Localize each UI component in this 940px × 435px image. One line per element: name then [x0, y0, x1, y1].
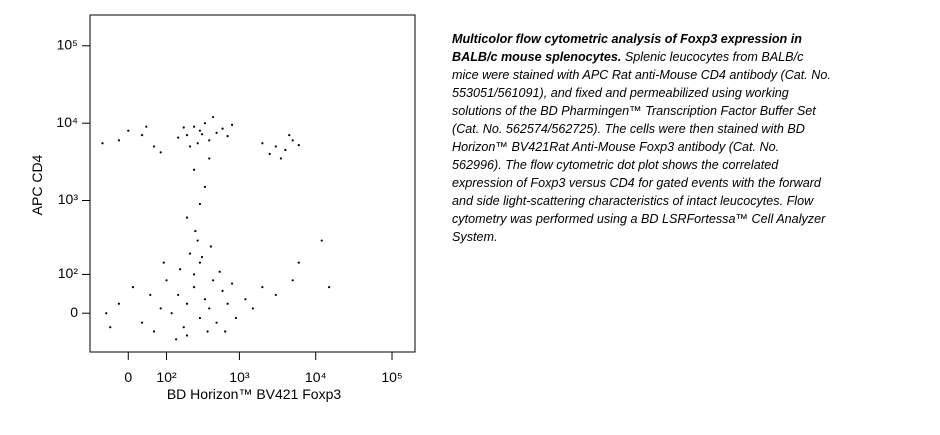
event-dot: [251, 307, 254, 310]
event-dot: [188, 252, 192, 255]
event-dot: [105, 312, 108, 315]
caption: Multicolor flow cytometric analysis of F…: [452, 30, 832, 246]
event-dot: [177, 136, 180, 139]
event-dot: [208, 307, 211, 310]
event-dot: [159, 151, 162, 154]
event-dot: [198, 261, 202, 264]
x-axis-title: BD Horizon™ BV421 Foxp3: [167, 386, 342, 402]
event-dot: [221, 127, 224, 130]
event-dot: [145, 125, 148, 128]
event-dot: [244, 298, 247, 301]
x-tick-label: 10⁵: [381, 369, 402, 385]
event-dot: [185, 334, 189, 337]
event-dot: [196, 239, 199, 242]
event-dot: [212, 115, 215, 119]
event-dot: [159, 307, 162, 310]
y-tick-label: 10³: [58, 191, 79, 207]
y-tick-label: 0: [70, 304, 78, 320]
event-dot: [200, 133, 204, 136]
event-dot: [192, 125, 196, 128]
event-dot: [198, 316, 202, 320]
event-dot: [291, 279, 294, 282]
event-dot: [185, 302, 189, 305]
event-dot: [117, 302, 121, 305]
event-dot: [328, 286, 331, 289]
event-dot: [198, 129, 202, 132]
event-dot: [274, 293, 277, 297]
event-dot: [215, 321, 218, 324]
event-dot: [203, 298, 207, 301]
event-dot: [185, 134, 189, 137]
event-dot: [297, 144, 300, 147]
x-tick-label: 0: [124, 369, 132, 385]
event-dot: [175, 338, 178, 341]
event-dot: [109, 326, 112, 329]
event-dot: [192, 286, 196, 289]
event-dot: [203, 122, 207, 125]
event-dot: [297, 261, 300, 264]
y-tick-label: 10⁴: [56, 114, 78, 130]
x-tick-label: 10⁴: [305, 369, 327, 385]
event-dot: [221, 289, 224, 292]
event-dot: [165, 279, 168, 282]
event-dot: [194, 229, 197, 233]
event-dot: [131, 286, 135, 289]
event-dot: [200, 255, 204, 259]
event-dot: [149, 293, 152, 297]
event-dot: [140, 321, 144, 324]
event-dot: [224, 330, 227, 333]
event-dot: [203, 185, 207, 189]
event-dot: [208, 139, 211, 142]
y-tick-label: 10²: [58, 265, 79, 281]
x-tick-label: 10³: [229, 369, 250, 385]
event-dot: [261, 142, 264, 145]
x-tick-label: 10²: [156, 369, 177, 385]
event-dot: [101, 142, 104, 145]
event-dot: [206, 330, 209, 333]
event-dot: [268, 152, 271, 156]
event-dot: [152, 145, 156, 148]
event-dot: [182, 326, 185, 329]
event-dot: [127, 129, 130, 132]
event-dot: [140, 134, 144, 137]
y-axis-title: APC CD4: [29, 154, 45, 215]
plot-frame: [89, 14, 416, 353]
y-tick-label: 10⁵: [57, 36, 78, 52]
event-dot: [279, 157, 283, 160]
event-dot: [208, 157, 211, 160]
event-dot: [177, 293, 180, 297]
event-dot: [162, 261, 165, 264]
event-dot: [291, 139, 294, 142]
event-dot: [212, 279, 215, 282]
event-dot: [274, 145, 277, 148]
event-dot: [218, 270, 221, 273]
event-dot: [188, 145, 192, 148]
event-dot: [192, 168, 196, 171]
event-dot: [226, 135, 229, 138]
event-dot: [226, 302, 229, 305]
event-dot: [198, 202, 202, 206]
caption-body: Splenic leucocytes from BALB/c mice were…: [452, 50, 831, 244]
event-dot: [170, 312, 173, 315]
event-dot: [284, 148, 287, 152]
event-dot: [117, 139, 121, 142]
event-dot: [196, 142, 199, 145]
event-dot: [288, 134, 291, 137]
event-dot: [179, 268, 182, 271]
chart: BD Horizon™ BV421 Foxp3 APC CD4 0 10² 10³ 1…: [29, 14, 416, 402]
event-dot: [182, 126, 185, 129]
event-dot: [261, 286, 264, 289]
event-dot: [320, 239, 323, 242]
event-dot: [230, 282, 234, 285]
event-dot: [230, 123, 234, 126]
event-dot: [192, 273, 196, 276]
event-dot: [209, 245, 212, 248]
event-dot: [185, 216, 189, 219]
caption-title: Multicolor flow cytometric analysis of F…: [452, 32, 802, 64]
event-dot: [215, 131, 218, 134]
event-dot: [234, 316, 238, 320]
event-dot: [152, 330, 156, 333]
